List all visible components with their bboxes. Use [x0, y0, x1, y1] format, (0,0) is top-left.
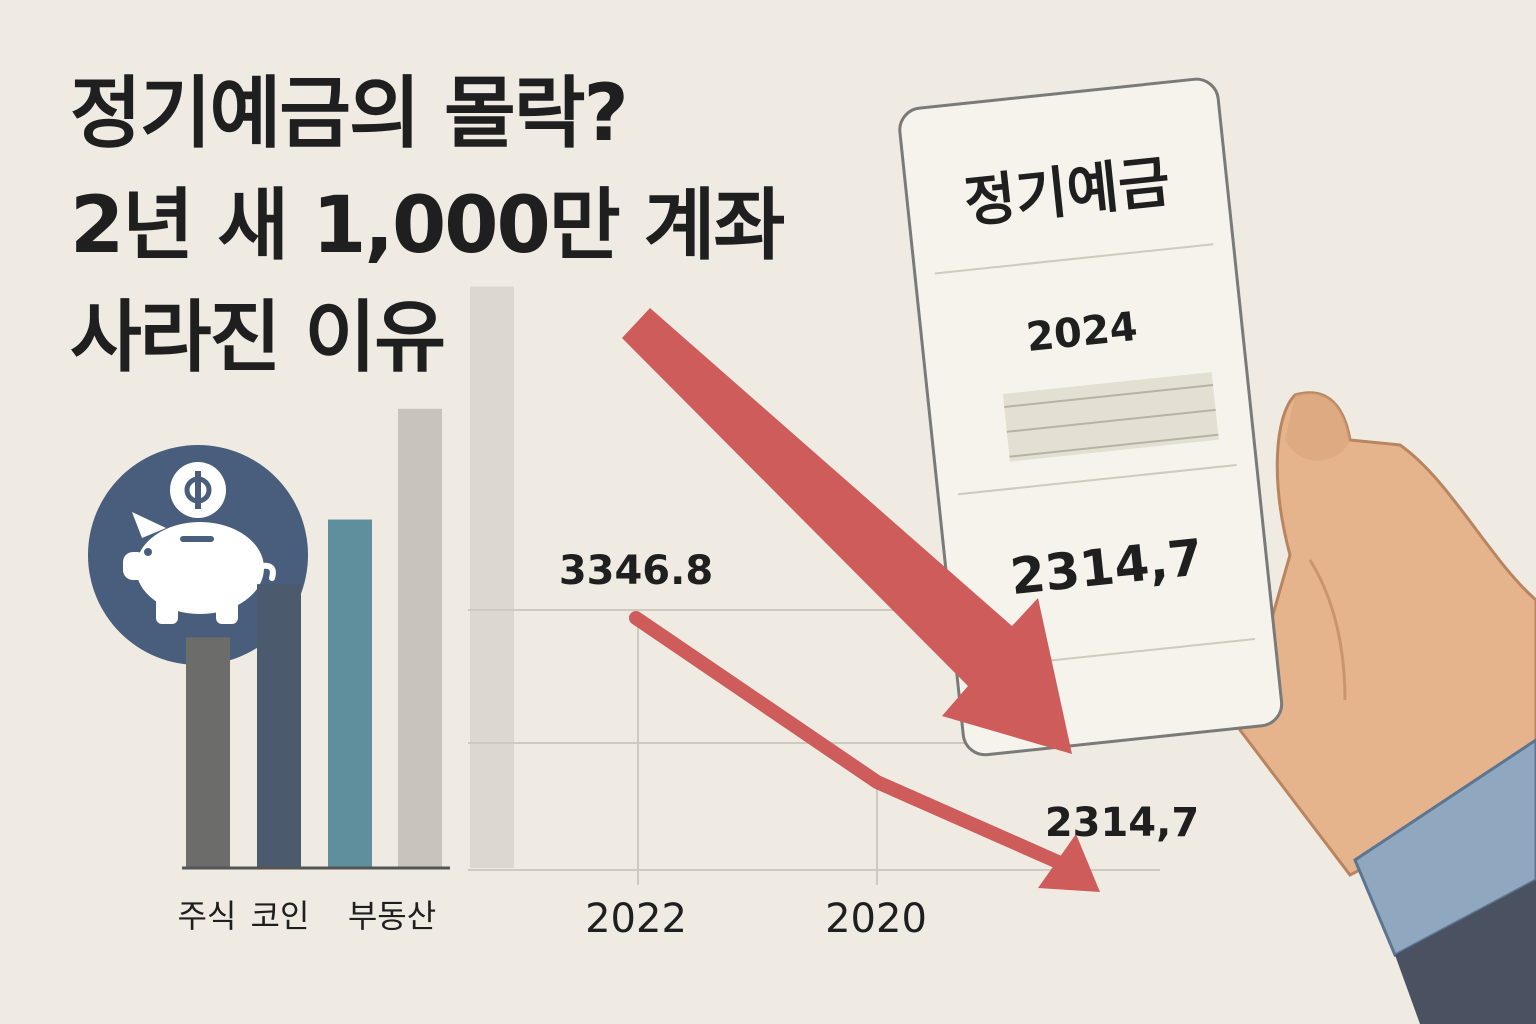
line-chart: 3346.8 2314,7 2022 2020	[468, 548, 1199, 942]
down-arrow-icon	[622, 308, 1072, 754]
bar-label-stock: 주식	[178, 897, 237, 935]
x-tick-label: 2020	[825, 896, 927, 942]
series-line	[629, 611, 1065, 869]
bar-unlabeled	[470, 286, 514, 868]
bar-chart	[186, 286, 514, 868]
series-arrowhead	[1038, 834, 1100, 892]
point-label: 2314,7	[1045, 800, 1199, 846]
point-label: 3346.8	[559, 548, 713, 594]
headline-line-3: 사라진 이유	[70, 293, 446, 383]
bar-unlabeled	[398, 408, 442, 868]
x-tick-label: 2022	[585, 896, 687, 942]
suit-sleeve	[1395, 880, 1536, 1024]
bar-chart-category-labels: 주식 코인 부동산	[178, 897, 437, 935]
bar-realestate	[328, 519, 372, 868]
bar-coin	[257, 584, 301, 868]
coin-icon	[170, 462, 226, 518]
bar-label-coin: 코인	[251, 897, 310, 935]
headline-line-2: 2년 새 1,000만 계좌	[70, 181, 785, 271]
bar-stock	[186, 637, 230, 868]
headline: 정기예금의 몰락? 2년 새 1,000만 계좌 사라진 이유	[70, 58, 785, 394]
bar-label-realestate: 부동산	[348, 897, 436, 935]
headline-line-1: 정기예금의 몰락?	[70, 69, 629, 159]
piggy-bank-icon	[88, 445, 308, 665]
hand-icon	[1238, 391, 1536, 1024]
